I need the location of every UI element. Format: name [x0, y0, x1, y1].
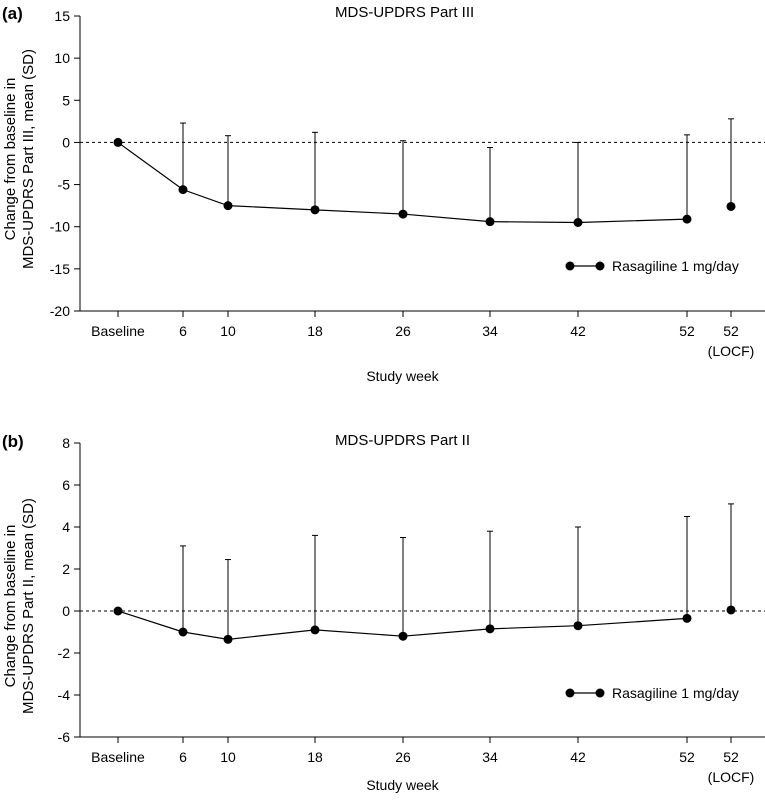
y-tick-label: 8 [62, 435, 70, 451]
y-tick-label: 4 [62, 519, 70, 535]
data-point [682, 613, 692, 623]
x-tick-label-line2: (LOCF) [708, 343, 755, 359]
x-tick-label: 26 [395, 323, 411, 339]
y-tick-label: 10 [54, 50, 70, 66]
data-point [223, 634, 233, 644]
chart-svg: 15 10 5 0 -5 -10 -15 -20 Baseline 6 10 18 26 34 42 52 52… [50, 8, 765, 384]
x-tick-label: 26 [395, 749, 411, 765]
data-point [573, 621, 583, 631]
data-point [573, 218, 583, 227]
x-axis-title: Study week [366, 777, 439, 793]
chart-panel-a: (a) MDS-UPDRS Part III Change from basel… [0, 0, 765, 392]
chart-title: MDS-UPDRS Part III [335, 4, 475, 21]
legend-marker [565, 261, 575, 271]
data-point [726, 605, 736, 615]
data-point [178, 627, 188, 637]
x-tick-label: Baseline [91, 323, 145, 339]
legend-label: Rasagiline 1 mg/day [612, 258, 739, 274]
series-line [117, 610, 688, 640]
data-point [485, 217, 495, 227]
x-tick-label: 52 [723, 749, 739, 765]
y-tick-label: 6 [62, 477, 70, 493]
y-tick-label: 5 [62, 92, 70, 108]
y-tick-label: -5 [58, 177, 71, 193]
x-tick-label: 10 [220, 323, 236, 339]
x-tick-label: 42 [570, 323, 586, 339]
legend-marker [595, 261, 605, 271]
chart-panel-b: (b) MDS-UPDRS Part II Change from baseli… [0, 420, 765, 803]
x-tick-label: 10 [220, 749, 236, 765]
y-tick-label: -2 [58, 645, 71, 661]
data-point [310, 205, 320, 215]
x-tick-label: 52 [723, 323, 739, 339]
data-point [113, 137, 123, 147]
y-tick-label: -15 [50, 261, 70, 277]
x-tick-label: 52 [679, 749, 695, 765]
x-tick-label: Baseline [91, 749, 145, 765]
y-tick-label: -20 [50, 303, 70, 319]
x-tick-label: 18 [307, 749, 323, 765]
x-tick-label-line2: (LOCF) [708, 769, 755, 785]
y-tick-label: 15 [54, 8, 70, 24]
x-tick-label: 6 [179, 749, 187, 765]
x-tick-label: 18 [307, 323, 323, 339]
y-tick-label: 2 [62, 561, 70, 577]
series-line [117, 141, 688, 224]
data-point [398, 209, 408, 219]
chart-title: MDS-UPDRS Part II [335, 432, 471, 449]
x-tick-label: 52 [679, 323, 695, 339]
data-point [682, 214, 692, 224]
data-point [398, 631, 408, 641]
legend-label: Rasagiline 1 mg/day [612, 685, 739, 701]
data-point [223, 201, 233, 211]
data-point [178, 185, 188, 195]
x-tick-label: 34 [482, 749, 498, 765]
y-tick-label: 0 [62, 134, 70, 150]
panel-label: (b) [2, 432, 24, 451]
x-axis-title: Study week [366, 368, 439, 384]
data-point [726, 201, 736, 211]
legend-marker [565, 688, 575, 698]
data-point [485, 624, 495, 634]
y-tick-label: 0 [62, 603, 70, 619]
y-tick-label: -10 [50, 219, 70, 235]
data-point [113, 606, 123, 616]
y-tick-label: -6 [58, 729, 71, 745]
y-tick-label: -4 [58, 687, 71, 703]
legend-marker [595, 688, 605, 698]
x-tick-label: 42 [570, 749, 586, 765]
data-point [310, 625, 320, 635]
x-tick-label: 6 [179, 323, 187, 339]
panel-label: (a) [2, 4, 23, 23]
x-tick-label: 34 [482, 323, 498, 339]
